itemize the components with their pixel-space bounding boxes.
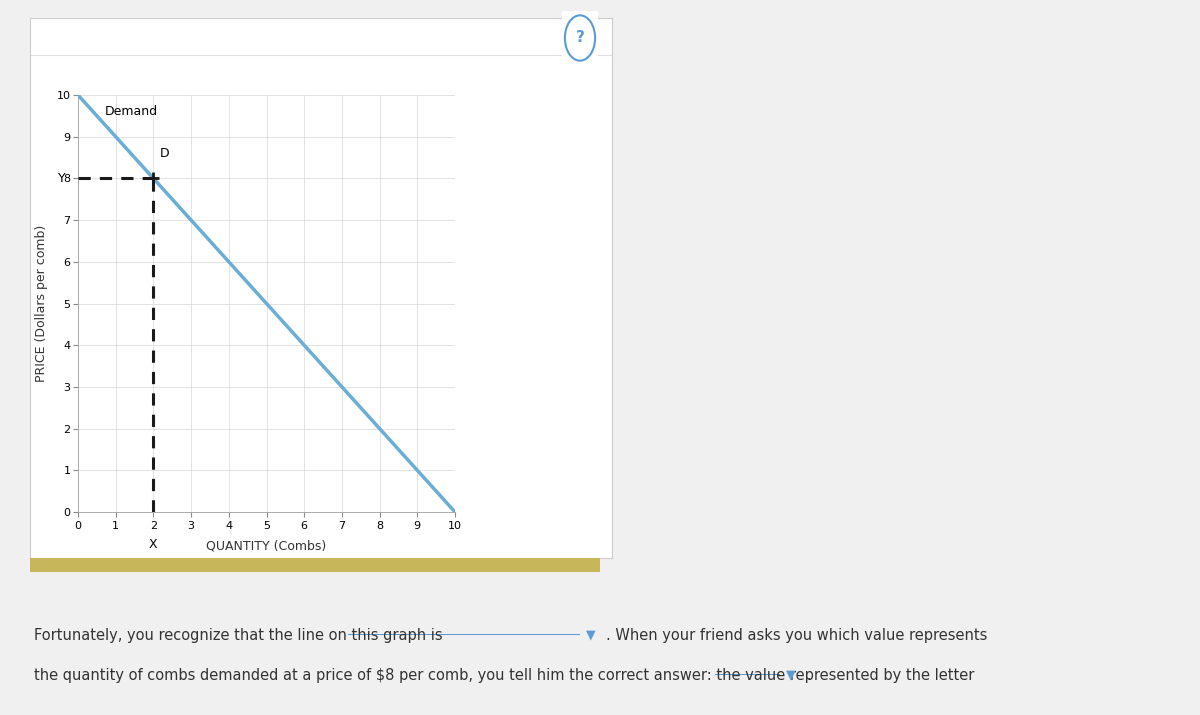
Text: X: X — [149, 538, 157, 551]
Text: ▼: ▼ — [786, 668, 796, 681]
Text: D: D — [160, 147, 170, 159]
Text: ▼: ▼ — [586, 628, 595, 641]
X-axis label: QUANTITY (Combs): QUANTITY (Combs) — [206, 539, 326, 553]
Text: Demand: Demand — [104, 105, 157, 119]
Y-axis label: PRICE (Dollars per comb): PRICE (Dollars per comb) — [35, 225, 48, 382]
Text: . When your friend asks you which value represents: . When your friend asks you which value … — [606, 628, 988, 643]
Text: .: . — [806, 668, 811, 683]
Text: Y: Y — [59, 172, 66, 185]
Text: ?: ? — [576, 31, 584, 46]
Text: the quantity of combs demanded at a price of $8 per comb, you tell him the corre: the quantity of combs demanded at a pric… — [34, 668, 974, 683]
Text: Fortunately, you recognize that the line on this graph is: Fortunately, you recognize that the line… — [34, 628, 443, 643]
